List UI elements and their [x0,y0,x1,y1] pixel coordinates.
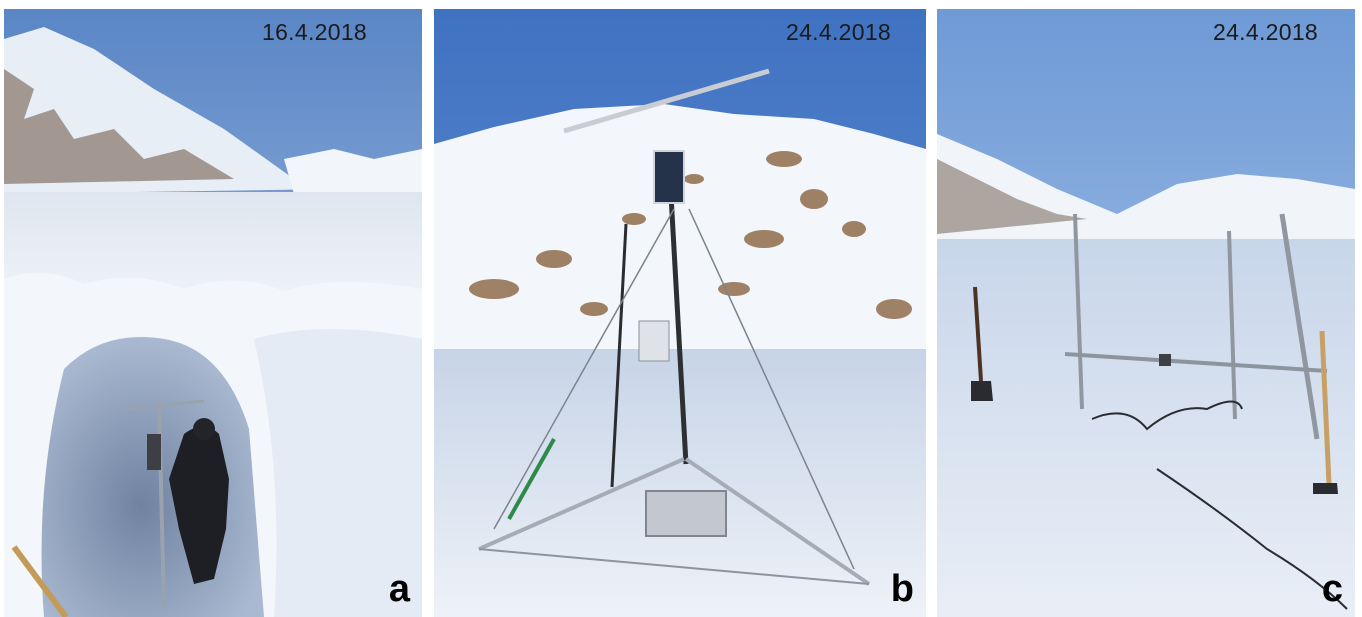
mast-left [1073,213,1084,410]
distant-ridge [284,149,422,194]
photo-panel-c: 24.4.2018 c [937,9,1355,617]
photo-panel-b: 24.4.2018 b [434,9,926,617]
photo-date: 24.4.2018 [1213,19,1319,45]
snow-pit-photo [4,9,422,617]
shovel-right-handle [1319,330,1332,485]
mast-right [1279,213,1320,440]
shovel-right-blade [1313,483,1338,494]
guy-line [478,548,870,585]
rock-outcrop [937,159,1087,234]
antenna-pole [610,223,628,488]
guy-wire-left [493,208,675,530]
mast-middle [1227,230,1237,420]
logger-box [147,434,161,470]
station-mast [666,158,689,465]
shovel-handle [11,545,69,617]
mountain [434,104,926,354]
logger-enclosure [638,320,670,362]
guy-wire-right [688,208,855,570]
panel-label: a [388,568,410,610]
cable [1091,400,1243,431]
tripod-leg-left [478,457,685,551]
sensor-boom [563,68,770,134]
photo-date: 16.4.2018 [262,19,368,45]
person [169,426,229,584]
shovel-left-handle [973,286,983,382]
glacier-surface [4,192,422,292]
photo-date: 24.4.2018 [786,19,892,45]
mast-crossarm [123,399,205,411]
person-head [193,418,215,440]
tripod-leg-right [684,457,871,586]
green-rod [507,438,556,520]
rock-outcrop [4,69,234,184]
station-frame-photo [937,9,1355,617]
crossbar [1064,352,1328,373]
sensor [1159,354,1171,366]
photo-panel-a: 16.4.2018 a [4,9,422,617]
panel-label: b [890,568,914,610]
panel-label: c [1321,568,1343,610]
rock-outcrops [469,151,912,319]
cable-ground [1156,468,1348,610]
weather-station-photo [434,9,926,617]
instrument-case [645,490,727,537]
solar-panel [653,150,685,204]
shovel-left-blade [971,381,993,401]
pit-side-wall [254,329,422,617]
